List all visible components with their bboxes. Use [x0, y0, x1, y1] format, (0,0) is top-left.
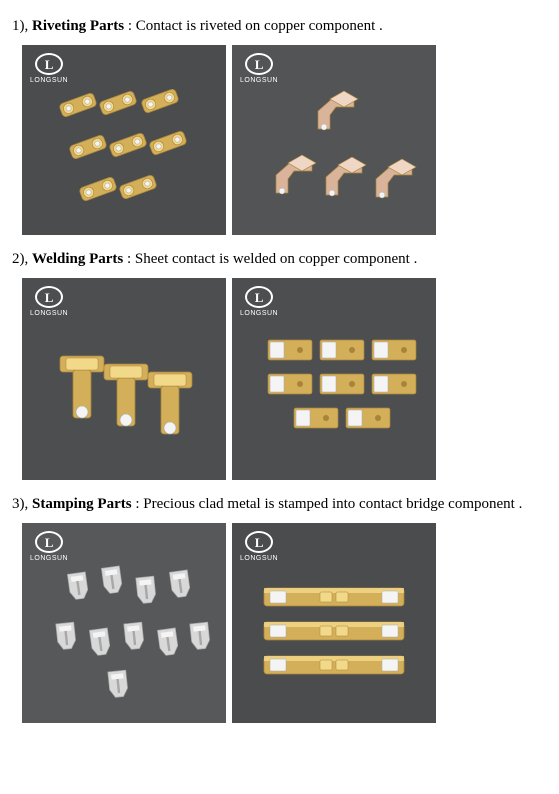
product-image: LLONGSUN	[232, 45, 436, 235]
product-image: LLONGSUN	[22, 523, 226, 723]
section-heading: 2), Welding Parts : Sheet contact is wel…	[12, 249, 547, 270]
section-number: 3),	[12, 496, 28, 512]
section-desc: : Precious clad metal is stamped into co…	[135, 496, 522, 512]
product-image: LLONGSUN	[22, 278, 226, 480]
parts-illustration	[22, 523, 226, 723]
image-row: LLONGSUNLLONGSUN	[22, 523, 547, 723]
section-desc: : Contact is riveted on copper component…	[128, 18, 383, 34]
parts-illustration	[22, 278, 226, 480]
section-desc: : Sheet contact is welded on copper comp…	[127, 251, 417, 267]
section-number: 1),	[12, 18, 28, 34]
parts-illustration	[232, 45, 436, 235]
parts-illustration	[232, 523, 436, 723]
image-row: LLONGSUNLLONGSUN	[22, 45, 547, 235]
image-row: LLONGSUNLLONGSUN	[22, 278, 547, 480]
section-heading: 3), Stamping Parts : Precious clad metal…	[12, 494, 547, 515]
parts-illustration	[232, 278, 436, 480]
section-number: 2),	[12, 251, 28, 267]
product-image: LLONGSUN	[22, 45, 226, 235]
section-title: Riveting Parts	[32, 18, 124, 34]
section-heading: 1), Riveting Parts : Contact is riveted …	[12, 16, 547, 37]
parts-illustration	[22, 45, 226, 235]
section-title: Stamping Parts	[32, 496, 132, 512]
product-image: LLONGSUN	[232, 523, 436, 723]
product-image: LLONGSUN	[232, 278, 436, 480]
section-title: Welding Parts	[32, 251, 123, 267]
